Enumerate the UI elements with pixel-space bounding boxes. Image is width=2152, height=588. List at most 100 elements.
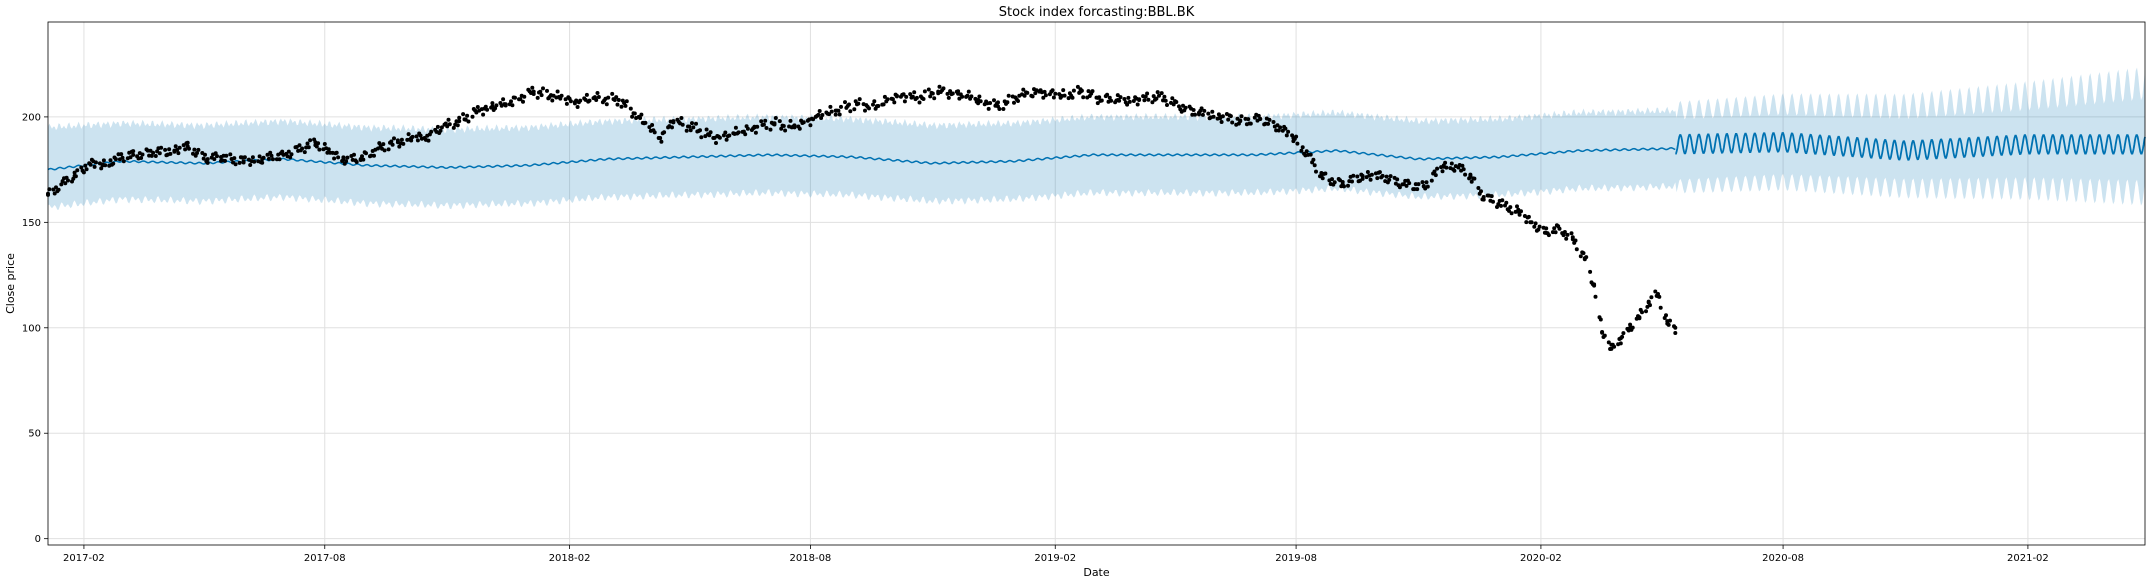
observed-point [426, 138, 431, 143]
observed-point [948, 89, 953, 94]
x-tick-label: 2018-02 [549, 553, 591, 564]
y-tick-label: 0 [35, 534, 41, 545]
observed-point [717, 135, 722, 140]
observed-point [1304, 149, 1309, 154]
observed-point [1284, 133, 1289, 138]
observed-point [615, 102, 620, 107]
observed-point [1620, 334, 1625, 339]
observed-point [1359, 172, 1364, 177]
observed-point [1460, 163, 1465, 168]
observed-point [912, 90, 917, 95]
observed-point [392, 136, 396, 141]
observed-point [1648, 303, 1652, 308]
observed-point [1308, 152, 1313, 157]
observed-point [334, 150, 339, 155]
observed-point [120, 155, 125, 160]
observed-point [1630, 325, 1635, 330]
observed-point [541, 86, 545, 91]
observed-point [694, 121, 698, 126]
observed-point [596, 95, 601, 99]
observed-point [474, 110, 479, 115]
observed-point [316, 141, 321, 146]
observed-point [419, 136, 424, 141]
observed-point [1375, 176, 1380, 181]
observed-point [83, 163, 88, 168]
observed-point [1443, 160, 1448, 165]
observed-point [1275, 123, 1280, 128]
observed-point [996, 100, 1000, 105]
observed-point [503, 103, 508, 108]
observed-point [139, 156, 144, 160]
observed-point [1342, 184, 1346, 189]
observed-point [1105, 92, 1110, 97]
grid-layer [48, 22, 2145, 545]
observed-point [531, 92, 536, 96]
observed-point [1142, 98, 1147, 103]
observed-point [1286, 129, 1291, 134]
observed-point [872, 99, 877, 104]
observed-point [956, 89, 961, 94]
observed-point [628, 106, 633, 111]
x-tick-label: 2017-08 [304, 553, 346, 564]
observed-point [475, 105, 480, 109]
observed-point [157, 151, 162, 156]
observed-point [937, 84, 942, 89]
observed-point [1598, 317, 1603, 322]
observed-point [119, 152, 124, 157]
observed-point [658, 136, 663, 141]
observed-point [1666, 322, 1671, 327]
observed-point [890, 97, 895, 102]
observed-point [1532, 224, 1537, 229]
x-tick-label: 2018-08 [790, 553, 832, 564]
observed-point [1564, 236, 1569, 241]
observed-point [277, 157, 282, 162]
observed-point [173, 144, 178, 149]
observed-point [250, 155, 255, 160]
observed-point [1146, 97, 1151, 102]
observed-point [1561, 233, 1566, 238]
observed-point [1544, 226, 1549, 231]
observed-point [797, 126, 802, 131]
observed-point [966, 89, 971, 94]
observed-point [1211, 114, 1216, 119]
observed-point [302, 150, 307, 155]
observed-point [727, 133, 732, 138]
observed-point [317, 147, 322, 152]
observed-point [1267, 117, 1272, 122]
observed-point [84, 167, 89, 172]
observed-point [1397, 185, 1402, 190]
observed-point [1228, 114, 1233, 119]
observed-point [195, 151, 199, 155]
observed-point [159, 145, 164, 150]
observed-point [212, 157, 217, 162]
observed-point [772, 122, 777, 127]
observed-point [510, 103, 515, 108]
observed-point [1395, 177, 1400, 182]
observed-point [99, 166, 104, 171]
observed-point [1467, 176, 1472, 181]
observed-point [1170, 96, 1175, 101]
observed-point [708, 130, 713, 135]
observed-point [1079, 88, 1084, 93]
observed-point [1025, 90, 1030, 95]
observed-point [176, 151, 181, 156]
observed-point [1440, 169, 1445, 174]
observed-point [1122, 97, 1127, 101]
observed-point [1246, 117, 1251, 122]
observed-point [632, 111, 637, 116]
observed-point [634, 116, 639, 120]
observed-point [372, 153, 376, 158]
observed-point [415, 138, 420, 143]
observed-point [759, 119, 764, 124]
observed-point [233, 162, 238, 167]
observed-point [1099, 98, 1104, 103]
observed-point [354, 160, 359, 164]
observed-point [1612, 344, 1617, 349]
observed-point [75, 168, 80, 173]
observed-point [1165, 103, 1169, 107]
observed-point [1300, 145, 1305, 150]
observed-point [578, 98, 583, 103]
plot-frame [47, 21, 2146, 546]
observed-point [662, 130, 667, 135]
